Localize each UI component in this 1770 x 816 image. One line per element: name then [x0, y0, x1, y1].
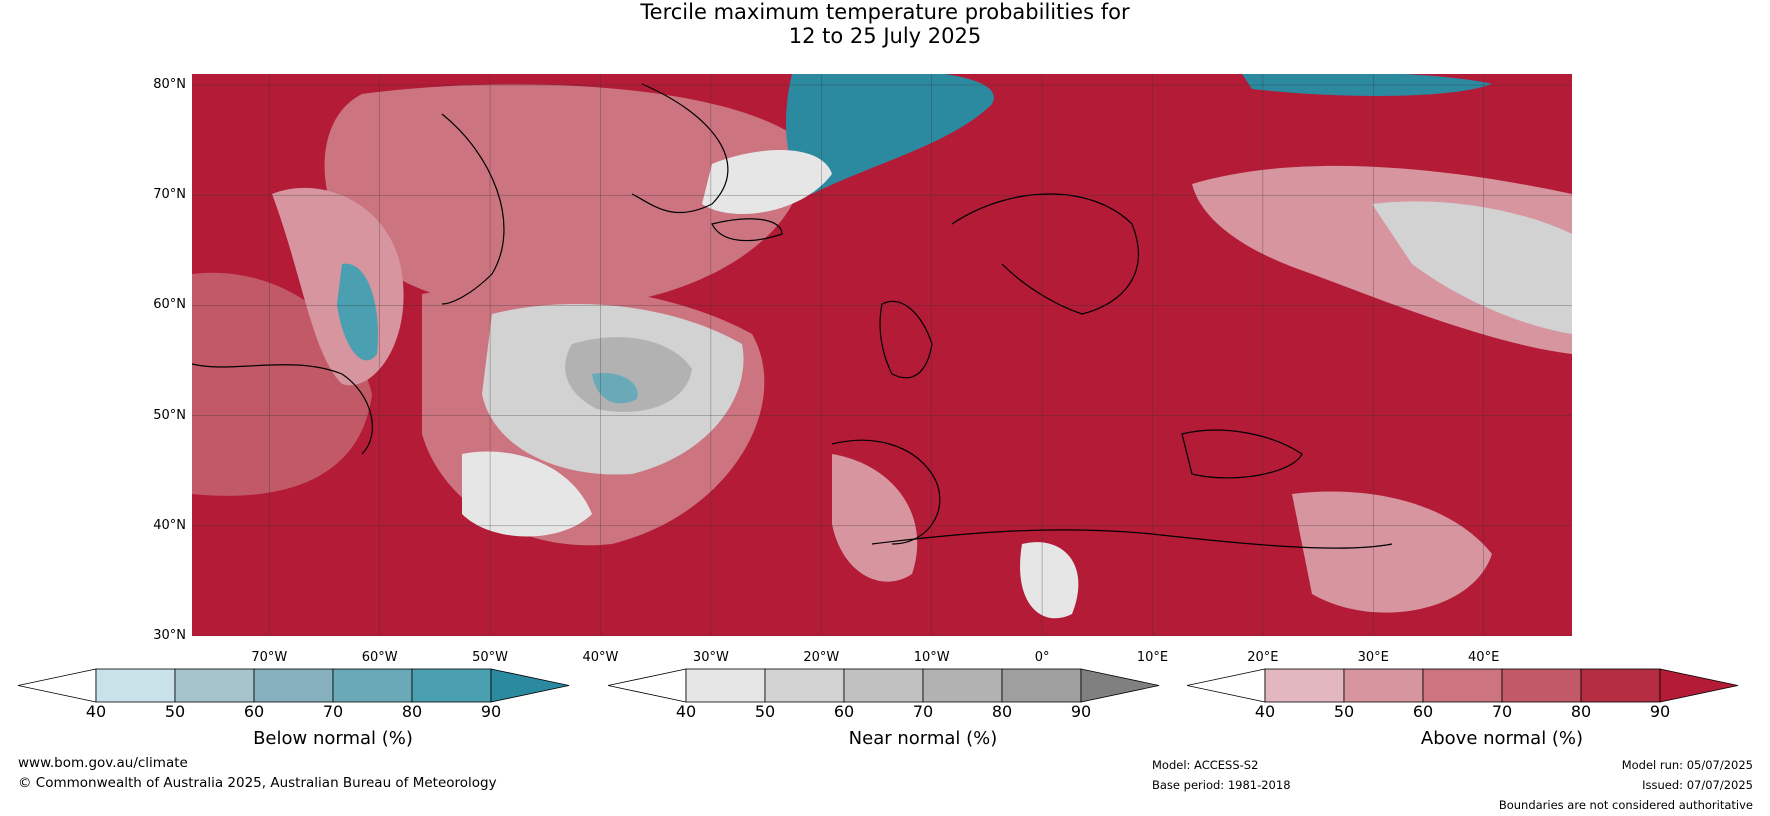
longitude-label: 60°W — [361, 650, 398, 665]
black-sea-coast — [1181, 429, 1303, 479]
region-near-40 — [702, 150, 832, 214]
region-above-50 — [1292, 491, 1492, 613]
colorbar-segment — [490, 668, 570, 703]
colorbar — [18, 668, 570, 703]
footer-copyright: © Commonwealth of Australia 2025, Austra… — [18, 775, 497, 791]
colorbar-title: Near normal (%) — [848, 728, 998, 749]
colorbar-segment — [174, 668, 255, 703]
region-below-80 — [337, 263, 378, 361]
colorbar-segment — [1501, 668, 1582, 703]
latitude-label: 50°N — [153, 407, 186, 423]
colorbar-segment — [95, 668, 176, 703]
footer-website: www.bom.gov.au/climate — [18, 755, 188, 771]
colorbar-title: Above normal (%) — [1420, 728, 1584, 749]
title-line-2: 12 to 25 July 2025 — [788, 24, 982, 48]
latitude-label: 30°N — [153, 628, 186, 643]
colorbar-title: Below normal (%) — [253, 728, 413, 749]
longitude-label: 70°W — [251, 650, 288, 665]
colorbar-segment — [1343, 668, 1424, 703]
region-near-40 — [1020, 542, 1079, 619]
colorbar-low-triangle — [18, 668, 97, 703]
colorbar-tick-label: 60 — [243, 702, 265, 721]
footer-disclaimer: Boundaries are not considered authoritat… — [1498, 798, 1753, 812]
longitude-label: 10°E — [1136, 650, 1169, 665]
colorbar-tick-label: 70 — [1491, 702, 1513, 721]
colorbar — [1187, 668, 1739, 703]
colorbar-tick-label: 40 — [675, 702, 697, 721]
region-above-60 — [324, 84, 803, 311]
longitude-label: 20°E — [1247, 650, 1279, 665]
colorbar-tick-label: 40 — [85, 702, 107, 721]
latitude-label: 60°N — [153, 297, 186, 313]
title-line-1: Tercile maximum temperature probabilitie… — [640, 0, 1130, 24]
longitude-label: 40°E — [1468, 650, 1500, 665]
colorbar-tick-label: 90 — [1070, 702, 1092, 721]
colorbar-tick-label: 80 — [401, 702, 423, 721]
colorbar-segment — [1001, 668, 1082, 703]
longitude-label: 40°W — [582, 650, 619, 665]
graticule — [192, 74, 1572, 636]
region-below-70 — [592, 373, 638, 404]
colorbar-segment — [1580, 668, 1661, 703]
colorbar-segment — [843, 668, 924, 703]
coastlines — [192, 83, 1393, 549]
region-above-50 — [832, 454, 918, 582]
colorbar-segment — [764, 668, 845, 703]
probability-map — [192, 74, 1572, 636]
footer-issued: Issued: 07/07/2025 — [1642, 778, 1753, 792]
footer-model-run: Model run: 05/07/2025 — [1621, 758, 1753, 772]
greenland-coast — [441, 113, 505, 305]
colorbar-low-triangle — [1187, 668, 1266, 703]
colorbar-tick-label: 50 — [1333, 702, 1355, 721]
region-below-90 — [786, 74, 994, 194]
colorbar-tick-label: 80 — [991, 702, 1013, 721]
longitude-label: 20°W — [803, 650, 840, 665]
longitude-label: 50°W — [472, 650, 509, 665]
colorbar-segment — [253, 668, 334, 703]
colorbar-tick-label: 70 — [322, 702, 344, 721]
colorbar-tick-label: 70 — [912, 702, 934, 721]
labrador-coast — [192, 363, 373, 455]
colorbar — [608, 668, 1160, 703]
iberia-coast — [831, 439, 941, 545]
footer-base-period: Base period: 1981-2018 — [1152, 778, 1291, 792]
colorbar-segment — [1659, 668, 1739, 703]
longitude-label: 10°W — [913, 650, 950, 665]
colorbar-tick-label: 50 — [164, 702, 186, 721]
latitude-label: 80°N — [153, 77, 186, 93]
colorbar-tick-label: 60 — [1412, 702, 1434, 721]
north-africa-coast — [871, 529, 1393, 549]
longitude-label: 30°E — [1357, 650, 1389, 665]
colorbar-segment — [1080, 668, 1160, 703]
colorbar-segment — [1422, 668, 1503, 703]
region-near-50 — [1372, 201, 1572, 334]
map-canvas — [192, 74, 1572, 636]
colorbar-tick-label: 40 — [1254, 702, 1276, 721]
map-title: Tercile maximum temperature probabilitie… — [0, 0, 1770, 48]
colorbar-tick-label: 90 — [480, 702, 502, 721]
latitude-label: 40°N — [153, 517, 186, 533]
colorbar-low-triangle — [608, 668, 687, 703]
colorbar-tick-label: 80 — [1570, 702, 1592, 721]
colorbar-segment — [685, 668, 766, 703]
colorbar-tick-label: 90 — [1649, 702, 1671, 721]
colorbar-tick-label: 50 — [754, 702, 776, 721]
latitude-label: 70°N — [153, 187, 186, 203]
region-near-40 — [462, 451, 592, 537]
colorbar-segment — [411, 668, 492, 703]
colorbar-segment — [1264, 668, 1345, 703]
longitude-label: 0° — [1034, 650, 1050, 665]
region-near-70 — [565, 337, 692, 413]
iceland-coast — [711, 218, 783, 242]
colorbar-tick-label: 60 — [833, 702, 855, 721]
footer-model: Model: ACCESS-S2 — [1152, 758, 1259, 772]
british-isles-coast — [879, 300, 933, 379]
colorbar-segment — [922, 668, 1003, 703]
longitude-label: 30°W — [692, 650, 729, 665]
greenland-east-coast — [631, 83, 729, 214]
colorbar-segment — [332, 668, 413, 703]
